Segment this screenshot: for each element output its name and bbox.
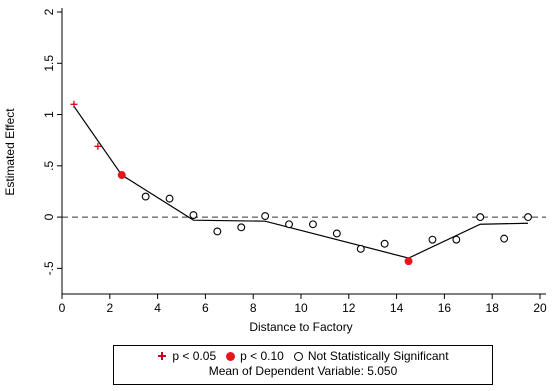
point-not-significant: [524, 213, 532, 222]
y-tick-label: 2: [42, 8, 56, 15]
y-tick-label: 1.5: [42, 55, 56, 72]
x-tick-label: 4: [154, 301, 161, 315]
point-p05: [94, 142, 102, 150]
legend-note: Mean of Dependent Variable: 5.050: [208, 364, 398, 378]
legend-label-p10: p < 0.10: [240, 349, 284, 363]
x-tick-label: 20: [533, 301, 547, 315]
legend-item-p05: p < 0.05: [157, 349, 216, 363]
point-p10: [117, 171, 126, 180]
point-not-significant: [428, 235, 437, 244]
point-not-significant: [476, 213, 485, 222]
y-tick-label: -.5: [42, 261, 56, 275]
x-tick-label: 16: [438, 301, 452, 315]
fit-line: [73, 105, 529, 259]
point-not-significant: [452, 235, 461, 244]
x-tick-label: 6: [202, 301, 209, 315]
x-tick-label: 18: [486, 301, 500, 315]
scatter-chart: 0 2 4 6 8 10 12 14 16 18 20 -.5 0 .5 1 1.5 2 Distance to…: [3, 8, 547, 334]
x-axis-label: Distance to Factory: [249, 320, 352, 334]
y-axis-label: Estimated Effect: [3, 108, 17, 196]
x-tick-label: 10: [294, 301, 308, 315]
y-tick-label: 1: [42, 111, 56, 118]
legend: p < 0.05 p < 0.10 Not Statistically Sign…: [113, 345, 493, 385]
legend-label-p05: p < 0.05: [172, 349, 217, 363]
x-tick-label: 12: [342, 301, 356, 315]
point-not-significant: [189, 211, 198, 219]
point-not-significant: [285, 220, 293, 229]
point-not-significant: [356, 244, 365, 253]
legend-label-not-significant: Not Statistically Significant: [307, 349, 449, 363]
legend-item-p10: p < 0.10: [226, 349, 284, 363]
point-not-significant: [500, 234, 509, 243]
point-not-significant: [309, 220, 317, 229]
point-not-significant: [332, 229, 341, 238]
point-p10: [404, 257, 413, 266]
point-p05: [70, 100, 78, 108]
legend-item-not-significant: Not Statistically Significant: [293, 349, 449, 363]
point-not-significant: [213, 227, 222, 236]
point-not-significant: [165, 194, 174, 203]
x-tick-label: 2: [106, 301, 113, 315]
plus-marker-icon: [157, 351, 167, 361]
y-tick-label: .5: [42, 160, 56, 170]
filled-circle-marker-icon: [226, 351, 236, 361]
point-not-significant: [237, 223, 246, 232]
x-tick-label: 0: [59, 301, 66, 315]
x-tick-label: 14: [390, 301, 404, 315]
hollow-circle-marker-icon: [293, 351, 303, 361]
x-tick-label: 8: [250, 301, 257, 315]
y-tick-label: 0: [42, 213, 56, 220]
point-not-significant: [141, 192, 150, 201]
point-not-significant: [380, 239, 389, 248]
point-not-significant: [261, 212, 270, 221]
